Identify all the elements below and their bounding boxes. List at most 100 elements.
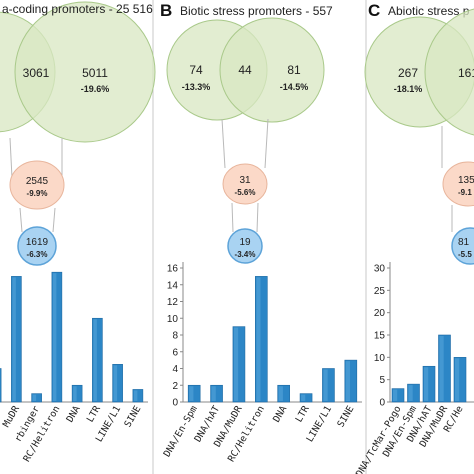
panel-title-b: Biotic stress promoters - 557	[180, 4, 333, 18]
blue-circle-b	[227, 228, 263, 264]
blue-pct-b: -3.4%	[235, 250, 256, 259]
blue-count-c: 81	[458, 237, 470, 248]
bar-highlight	[455, 358, 460, 401]
chart-y-tick-label: 30	[374, 264, 386, 275]
chart-y-tick-label: 10	[374, 353, 386, 364]
pink-circle-c	[442, 161, 474, 207]
chart-c: 051015202530DNA/TcMar-PogoDNA/En-SpmDNA/…	[354, 262, 474, 474]
pink-circle-b	[222, 163, 268, 205]
bar-highlight	[256, 277, 261, 401]
pink-pct-a: -9.9%	[27, 189, 48, 198]
pink-pct-c: -9.1	[458, 188, 472, 197]
pink-count-a: 2545	[26, 176, 49, 187]
chart-x-tick-label: SINE	[335, 404, 356, 430]
chart-y-tick-label: 12	[167, 297, 179, 308]
funnel-line-a4	[52, 207, 56, 233]
chart-x-tick-label: LTR	[85, 404, 103, 425]
bar-highlight	[278, 386, 283, 401]
panel-letter-c: C	[368, 1, 380, 20]
chart-y-tick-label: 25	[374, 286, 386, 297]
chart-y-tick-label: 6	[172, 347, 178, 358]
panel-title-a: a-coding promoters - 25 516	[2, 2, 153, 16]
chart-y-tick-label: 4	[172, 364, 178, 375]
chart-y-tick-label: 16	[167, 264, 179, 275]
panel-a: a-coding promoters - 25 516 3061 5011 -1…	[0, 1, 156, 464]
bar-highlight	[393, 389, 398, 401]
venn-right-count-a: 5011	[82, 66, 108, 80]
bar-highlight	[12, 277, 16, 401]
chart-x-tick-label: MuDR	[1, 404, 22, 430]
funnel-line-a3	[19, 207, 23, 233]
venn-circle-right-a	[14, 1, 156, 143]
venn-right-pct-b: -14.5%	[280, 82, 309, 92]
funnel-line-b1	[221, 118, 226, 169]
chart-x-tick-label: LTR	[294, 404, 312, 425]
bar-highlight	[323, 369, 328, 401]
venn-overlap-count-c: 161	[458, 66, 474, 80]
funnel-line-a1	[9, 137, 13, 179]
venn-right-count-b: 81	[287, 63, 301, 77]
bar-highlight	[113, 365, 118, 401]
bar-highlight	[345, 361, 351, 401]
bar	[0, 368, 2, 403]
chart-b: 0246810121416DNA/En-SpmDNA/hATDNA/MuDRRC…	[162, 262, 362, 464]
panel-title-c: Abiotic stress p	[388, 4, 470, 18]
bar-highlight	[52, 273, 57, 401]
bar-highlight	[133, 390, 138, 401]
bar-highlight	[424, 367, 429, 401]
pink-count-b: 31	[239, 175, 251, 186]
chart-y-tick-label: 0	[172, 398, 178, 409]
venn-circle-right-b	[219, 17, 325, 123]
venn-circle-right-c	[424, 8, 474, 136]
bar-highlight	[189, 386, 194, 401]
pink-circle-a	[9, 160, 65, 210]
bar	[71, 384, 83, 403]
blue-circle-c	[451, 227, 474, 265]
bar-highlight	[73, 386, 77, 401]
chart-y-tick-label: 5	[379, 375, 385, 386]
chart-x-tick-label: DNA/En-Spm	[162, 404, 200, 459]
venn-left-pct-b: -13.3%	[182, 82, 211, 92]
bar	[132, 389, 144, 403]
venn-overlap-count-b: 44	[238, 63, 252, 77]
bar	[11, 276, 22, 403]
bar-highlight	[93, 319, 97, 401]
venn-left-count-c: 267	[398, 66, 418, 80]
panel-letter-b: B	[160, 1, 172, 20]
chart-x-tick-label: SINE	[123, 404, 144, 430]
bar	[299, 393, 313, 403]
blue-pct-a: -6.3%	[27, 250, 48, 259]
venn-right-pct-a: -19.6%	[81, 84, 110, 94]
funnel-line-b3	[231, 202, 234, 233]
chart-y-tick-label: 20	[374, 308, 386, 319]
venn-left-pct-c: -18.1%	[394, 84, 423, 94]
bar-highlight	[233, 327, 239, 401]
chart-y-tick-label: 15	[374, 331, 386, 342]
bar	[112, 364, 123, 403]
chart-y-tick-label: 14	[167, 280, 179, 291]
chart-y-tick-label: 8	[172, 331, 178, 342]
chart-x-tick-label: DNA	[271, 404, 289, 425]
funnel-line-b4	[256, 202, 259, 233]
bar	[51, 271, 63, 403]
bar-highlight	[408, 385, 413, 401]
blue-pct-c: -5.5	[458, 250, 472, 259]
venn-left-count-b: 74	[189, 63, 203, 77]
panel-c: C Abiotic stress p 267 -18.1% 161 135 -9…	[354, 1, 474, 474]
chart-y-tick-label: 2	[172, 381, 178, 392]
chart-x-tick-label: DNA	[65, 404, 83, 425]
chart-y-tick-label: 10	[167, 314, 179, 325]
panel-b: B Biotic stress promoters - 557 74 -13.3…	[160, 1, 362, 464]
bar	[31, 393, 42, 403]
blue-count-b: 19	[239, 237, 251, 248]
bar-highlight	[301, 394, 306, 401]
pink-count-c: 135	[458, 175, 474, 186]
bar-highlight	[32, 394, 37, 401]
bar-highlight	[439, 336, 444, 401]
venn-overlap-count-a: 3061	[23, 66, 50, 80]
chart-y-tick-label: 0	[379, 398, 385, 409]
blue-circle-a	[17, 226, 57, 266]
bar	[92, 317, 103, 403]
